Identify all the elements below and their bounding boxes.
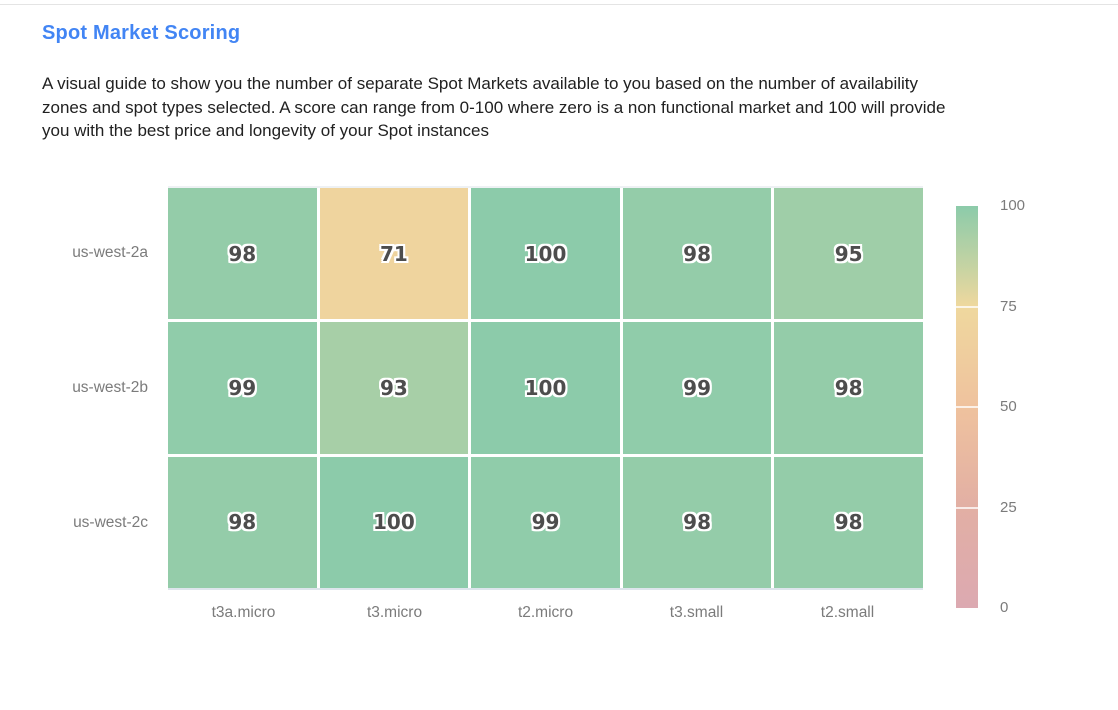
heatmap-cell-us-west-2b-t2.small: 98 [774, 322, 923, 454]
heatmap-cell-us-west-2a-t3.micro: 71 [319, 188, 469, 320]
colorbar-tick-label: 50 [1000, 398, 1017, 415]
heatmap-grid: 98 71 100 98 95 99 93 100 99 98 98 100 99 98 98 [168, 186, 923, 590]
heatmap-cell-us-west-2a-t2.micro: 100 [471, 188, 620, 320]
x-axis-label: t3.micro [366, 604, 423, 621]
colorbar-gradient [956, 206, 978, 608]
heatmap-cell-us-west-2c-t3.small: 98 [622, 456, 772, 588]
heatmap-y-axis-labels: us-west-2a us-west-2b us-west-2c [0, 186, 148, 590]
heatmap-x-axis-labels: t3a.micro t3.micro t2.micro t3.small t2.smal… [168, 604, 923, 622]
heatmap-cell-us-west-2a-t3.small: 98 [622, 188, 772, 320]
heatmap-cell-us-west-2a-t2.small: 95 [774, 188, 923, 320]
heatmap-cell-us-west-2c-t2.micro: 99 [471, 456, 620, 588]
page-title: Spot Market Scoring [42, 22, 241, 44]
colorbar-separator [956, 506, 978, 509]
colorbar-tick-label: 25 [1000, 498, 1017, 516]
heatmap-cell-us-west-2a-t3a.micro: 98 [168, 188, 317, 320]
card-top-border [0, 4, 1118, 5]
description-line: zones and spot types selected. A score c… [42, 97, 946, 117]
heatmap-cell-us-west-2b-t2.micro: 100 [471, 322, 620, 454]
heatmap-cell-us-west-2b-t3a.micro: 99 [168, 322, 317, 454]
page-description: A visual guide to show you the number of… [42, 72, 1092, 143]
colorbar-separator [956, 406, 978, 408]
colorbar-tick-label: 0 [1000, 599, 1009, 616]
heatmap-cell-us-west-2c-t2.small: 98 [774, 456, 923, 588]
description-line: you with the best price and longevity of… [42, 121, 489, 140]
y-axis-label: us-west-2c [73, 513, 148, 531]
x-axis-label: t2.small [820, 604, 875, 621]
heatmap-cell-us-west-2b-t3.small: 99 [622, 322, 772, 454]
x-axis-label: t2.micro [517, 604, 574, 621]
y-axis-label: us-west-2b [72, 379, 148, 396]
heatmap-cell-us-west-2c-t3a.micro: 98 [168, 456, 317, 588]
description-line: A visual guide to show you the number of… [42, 74, 919, 93]
spot-score-heatmap-figure: us-west-2a us-west-2b us-west-2c 98 71 100 98… [0, 186, 1118, 646]
x-axis-label: t3a.micro [211, 604, 276, 621]
heatmap-cell-us-west-2b-t3.micro: 93 [319, 322, 469, 454]
colorbar-tick-label: 100 [1000, 197, 1026, 214]
x-axis-label: t3.small [669, 604, 724, 621]
colorbar-separator [956, 305, 978, 308]
heatmap-cell-us-west-2c-t3.micro: 100 [319, 456, 469, 588]
colorbar-tick-label: 75 [1000, 297, 1017, 315]
y-axis-label: us-west-2a [72, 244, 148, 262]
